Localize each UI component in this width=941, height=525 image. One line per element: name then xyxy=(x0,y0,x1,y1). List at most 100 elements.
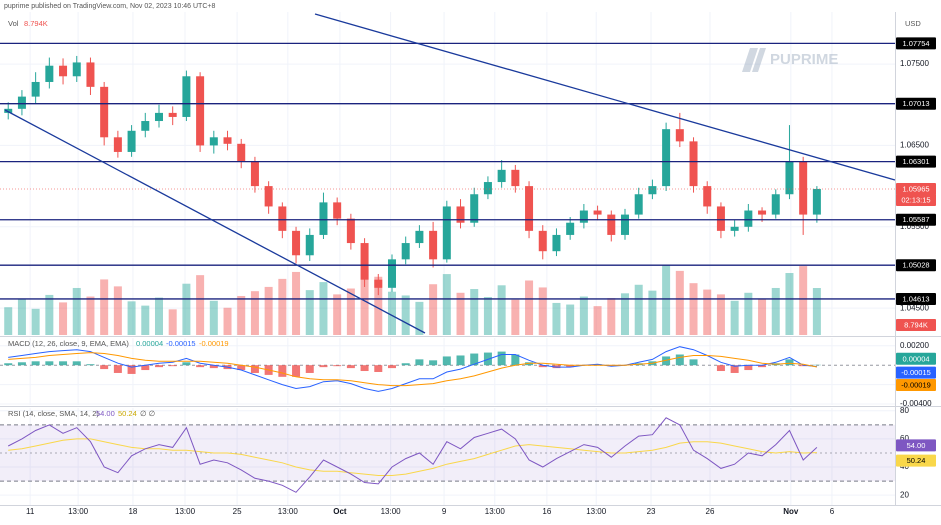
histogram-bar xyxy=(127,365,136,374)
histogram-bar xyxy=(662,356,671,366)
candle-body xyxy=(429,230,438,260)
volume-bar xyxy=(552,302,561,335)
y-tick-label: 0.00200 xyxy=(900,341,929,350)
histogram-bar xyxy=(525,362,534,366)
candle-body xyxy=(470,194,479,223)
signal-line xyxy=(8,352,818,387)
rsi-title: RSI (14, close, SMA, 14, 2) xyxy=(8,409,99,418)
histogram-bar xyxy=(319,365,328,368)
histogram-bar xyxy=(168,365,177,367)
candle-body xyxy=(442,206,451,260)
x-tick-label: 25 xyxy=(233,507,242,516)
x-tick-label: 26 xyxy=(706,507,715,516)
histogram-bar xyxy=(689,359,698,366)
y-tick-label: 80 xyxy=(900,406,909,415)
x-tick-label: Nov xyxy=(783,507,799,516)
axis-tag: -0.00019 xyxy=(901,381,931,390)
candle-body xyxy=(730,226,739,231)
x-tick-label: 23 xyxy=(647,507,656,516)
candle-body xyxy=(223,137,232,144)
axis-tag: 1.05028 xyxy=(902,261,929,270)
volume-bar xyxy=(785,273,794,335)
volume-bar xyxy=(662,265,671,335)
histogram-bar xyxy=(497,351,506,366)
histogram-bar xyxy=(401,363,410,366)
volume-bar xyxy=(675,270,684,335)
axis-tag-box xyxy=(896,292,936,305)
histogram-bar xyxy=(182,362,191,366)
volume-bar xyxy=(511,299,520,335)
volume-bar xyxy=(113,286,122,335)
histogram-bar xyxy=(374,365,383,372)
candle-body xyxy=(141,121,150,131)
histogram-bar xyxy=(292,365,301,377)
histogram-bar xyxy=(744,365,753,371)
candle-body xyxy=(511,169,520,187)
histogram-bar xyxy=(429,360,438,366)
axis-tag: 1.06301 xyxy=(902,157,929,166)
candle-body xyxy=(620,214,629,235)
candle-body xyxy=(182,76,191,117)
candle-body xyxy=(771,194,780,215)
histogram-bar xyxy=(538,365,547,368)
histogram-bar xyxy=(716,365,725,372)
volume-bar xyxy=(634,284,643,335)
volume-bar xyxy=(607,298,616,335)
volume-bar xyxy=(525,280,534,335)
volume-bar xyxy=(689,283,698,335)
axis-tag: 02:13:15 xyxy=(901,195,930,204)
macd-legend-macd: -0.00015 xyxy=(166,339,196,348)
volume-bar xyxy=(799,266,808,335)
candle-body xyxy=(72,62,81,77)
y-tick-label: 1.05500 xyxy=(900,222,929,231)
volume-bar xyxy=(771,287,780,335)
rsi-legend-ma: 50.24 xyxy=(118,409,137,418)
histogram-bar xyxy=(278,365,287,377)
volume-bar xyxy=(730,300,739,335)
candle-body xyxy=(196,76,205,146)
volume-bar xyxy=(812,288,821,335)
trendlines xyxy=(4,13,896,334)
histogram-bar xyxy=(387,365,396,369)
candle-body xyxy=(415,230,424,244)
header: puprime published on TradingView.com, No… xyxy=(4,3,215,10)
volume-bar xyxy=(538,287,547,335)
axis-tag: -0.00015 xyxy=(901,368,931,377)
y-tick-label: 60 xyxy=(900,434,909,443)
volume-bar xyxy=(497,285,506,335)
histogram-bar xyxy=(346,365,355,369)
volume-bar xyxy=(456,292,465,335)
volume-bar xyxy=(305,290,314,335)
candle-body xyxy=(812,188,821,215)
candle-body xyxy=(483,182,492,195)
volume-bar xyxy=(45,294,54,335)
histogram-bar xyxy=(31,361,40,366)
axis-tag-box xyxy=(896,454,936,467)
candle-body xyxy=(4,108,13,113)
candle-body xyxy=(237,143,246,162)
volume-bar xyxy=(387,291,396,335)
axis-tag: 1.05587 xyxy=(902,215,929,224)
histogram-bar xyxy=(209,365,218,369)
candle-body xyxy=(689,141,698,187)
histogram-bar xyxy=(250,365,259,373)
candle-body xyxy=(168,112,177,117)
volume-bar xyxy=(292,271,301,335)
histogram-bar xyxy=(72,361,81,366)
axis-tag-box xyxy=(896,182,936,195)
axis-tag: 1.05965 xyxy=(902,184,929,193)
histogram-bar xyxy=(442,356,451,366)
macd-line xyxy=(8,346,817,392)
volume-bar xyxy=(264,286,273,335)
volume-bar xyxy=(415,301,424,335)
candle-body xyxy=(593,210,602,215)
watermark-icon xyxy=(742,48,766,72)
candle-body xyxy=(45,65,54,82)
histogram-bar xyxy=(511,354,520,366)
macd-legend-hist: 0.00004 xyxy=(136,339,163,348)
histogram-bar xyxy=(305,365,314,373)
y-tick-label: 20 xyxy=(900,490,909,499)
volume-bar xyxy=(470,289,479,335)
volume-bar xyxy=(278,278,287,335)
